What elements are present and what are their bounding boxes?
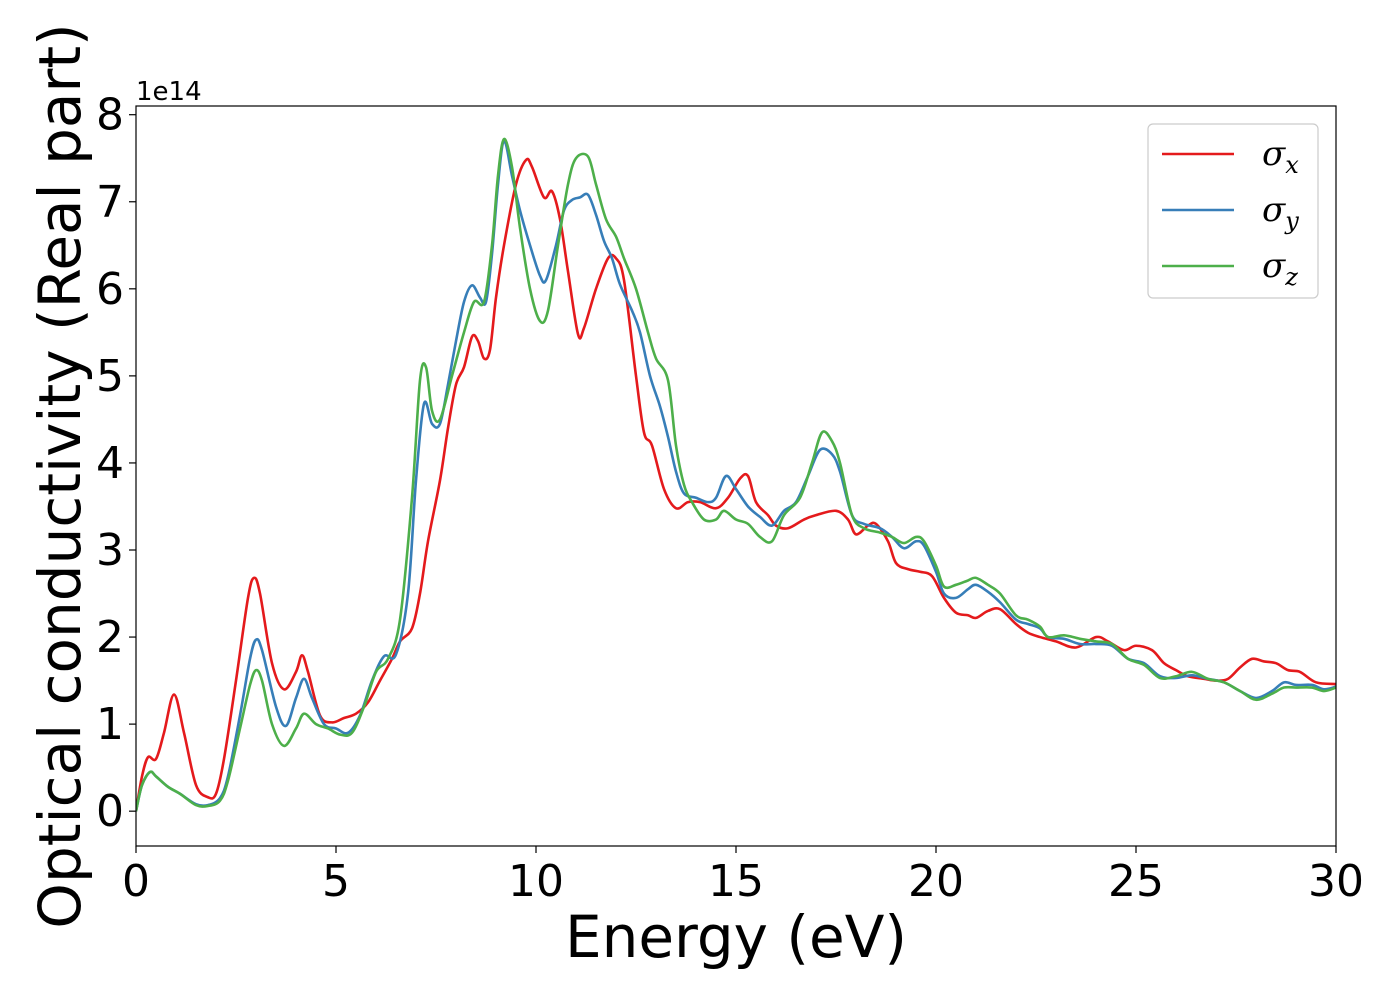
series-line-sigma-z <box>136 137 1336 812</box>
legend-label-sigma-y: σy <box>1262 190 1299 235</box>
legend: σx σy σz <box>1147 123 1319 299</box>
y-tick-label: 1 <box>96 699 124 750</box>
legend-label-sigma-z: σz <box>1262 246 1298 291</box>
legend-label-sigma-x: σx <box>1262 134 1299 179</box>
x-tick-label: 0 <box>122 856 150 907</box>
x-tick-label: 5 <box>322 856 350 907</box>
y-tick-label: 5 <box>96 351 124 402</box>
y-tick-label: 7 <box>96 177 124 228</box>
axes-layer: 0 5 10 15 20 25 30 0 1 2 3 4 5 6 7 8 <box>96 90 1364 907</box>
y-offset-text: 1e14 <box>136 77 202 107</box>
x-axis-label: Energy (eV) <box>565 903 907 971</box>
series-layer <box>136 137 1336 812</box>
y-tick-label: 4 <box>96 438 124 489</box>
x-tick-label: 25 <box>1108 856 1164 907</box>
x-tick-label: 20 <box>908 856 964 907</box>
y-tick-label: 3 <box>96 525 124 576</box>
y-tick-label: 6 <box>96 264 124 315</box>
y-axis-label: Optical conductivity (Real part) <box>26 23 94 928</box>
x-tick-label: 10 <box>508 856 564 907</box>
y-tick-label: 2 <box>96 612 124 663</box>
y-tick-label: 0 <box>96 786 124 837</box>
y-tick-label: 8 <box>96 90 124 141</box>
x-tick-label: 30 <box>1308 856 1364 907</box>
x-tick-label: 15 <box>708 856 764 907</box>
